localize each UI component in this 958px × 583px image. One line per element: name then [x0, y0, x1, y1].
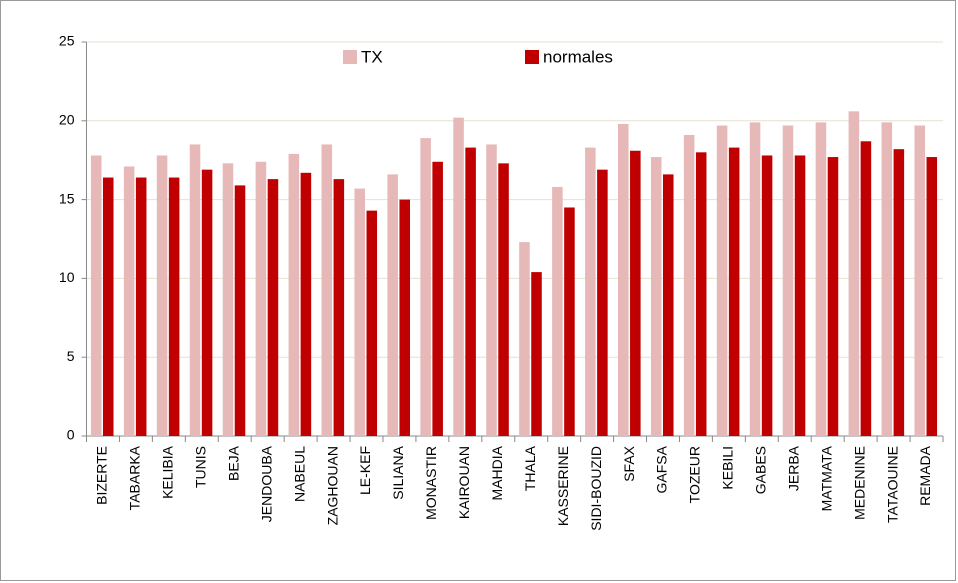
bar	[102, 177, 114, 436]
bar	[366, 210, 378, 436]
bar	[498, 163, 509, 437]
x-tick-label: GAFSA	[654, 445, 670, 493]
y-tick-label: 25	[59, 33, 75, 49]
bar	[255, 161, 267, 436]
y-tick-label: 20	[59, 112, 75, 128]
x-tick-label: NABEUL	[291, 446, 307, 502]
x-tick-label: TABARKA	[127, 445, 143, 510]
legend-swatch	[343, 50, 357, 64]
bar	[300, 172, 312, 437]
bar	[618, 123, 629, 437]
bar	[782, 125, 794, 436]
bar	[794, 155, 806, 437]
y-tick-label: 10	[59, 269, 75, 285]
bar	[815, 122, 827, 436]
bar	[201, 169, 213, 436]
bar	[848, 111, 860, 437]
bar	[288, 153, 300, 436]
x-tick-label: SIDI-BOUZID	[588, 446, 604, 531]
bar	[420, 138, 431, 437]
bar	[630, 150, 641, 436]
x-tick-label: KEBILI	[720, 446, 736, 490]
bar	[156, 155, 168, 437]
bar	[432, 161, 443, 436]
x-tick-label: JENDOUBA	[258, 445, 274, 522]
bar	[168, 177, 180, 436]
bar	[267, 179, 279, 436]
x-tick-label: JERBA	[785, 445, 801, 491]
bar	[914, 125, 926, 436]
bar	[321, 144, 333, 436]
x-tick-label: MEDENINE	[851, 446, 867, 520]
bar	[585, 147, 596, 437]
bar	[860, 141, 872, 436]
bar	[90, 155, 102, 437]
bar	[387, 174, 398, 436]
x-tick-label: MONASTIR	[423, 446, 439, 520]
bar	[662, 174, 674, 436]
bar	[749, 122, 761, 436]
bar	[465, 147, 476, 437]
x-tick-label: LE-KEF	[357, 446, 373, 495]
y-tick-label: 0	[67, 427, 75, 443]
y-tick-label: 15	[59, 190, 75, 206]
bar	[531, 272, 542, 436]
legend-swatch	[525, 50, 539, 64]
x-tick-label: TOZEUR	[687, 446, 703, 503]
bar	[552, 186, 563, 436]
bar	[761, 155, 773, 437]
bar	[650, 157, 662, 436]
bar	[519, 242, 530, 436]
x-tick-label: MAHDIA	[489, 445, 505, 500]
bar	[399, 199, 410, 436]
x-tick-label: SILIANA	[390, 445, 406, 499]
x-tick-label: SFAX	[621, 445, 637, 481]
bar	[189, 144, 201, 436]
x-tick-label: REMADA	[917, 445, 933, 506]
bar	[222, 163, 234, 437]
x-tick-label: BIZERTE	[94, 446, 110, 505]
x-tick-label: KAIROUAN	[456, 446, 472, 519]
legend-label: TX	[361, 47, 383, 66]
x-tick-label: TATAOUINE	[884, 446, 900, 523]
x-tick-label: GABES	[753, 446, 769, 494]
bar	[354, 188, 366, 436]
bar	[597, 169, 608, 436]
legend-label: normales	[543, 47, 613, 66]
bar	[893, 149, 905, 436]
bar	[486, 144, 497, 436]
bar	[881, 122, 893, 436]
bar	[123, 166, 135, 436]
bar	[333, 179, 345, 436]
bar	[926, 157, 938, 436]
x-tick-label: BEJA	[225, 445, 241, 481]
bar	[716, 125, 728, 436]
x-tick-label: KASSERINE	[555, 446, 571, 526]
x-tick-label: ZAGHOUAN	[324, 446, 340, 525]
bar	[135, 177, 147, 436]
bar	[234, 185, 246, 436]
bar	[695, 152, 707, 436]
x-tick-label: KELIBIA	[160, 445, 176, 499]
x-tick-label: MATMATA	[818, 445, 834, 511]
bar	[683, 134, 695, 436]
x-tick-label: THALA	[522, 445, 538, 491]
x-tick-label: TUNIS	[193, 446, 209, 488]
bar	[827, 157, 839, 436]
y-tick-label: 5	[67, 348, 75, 364]
bar	[728, 147, 740, 437]
bar	[564, 207, 575, 436]
bar	[453, 117, 464, 436]
